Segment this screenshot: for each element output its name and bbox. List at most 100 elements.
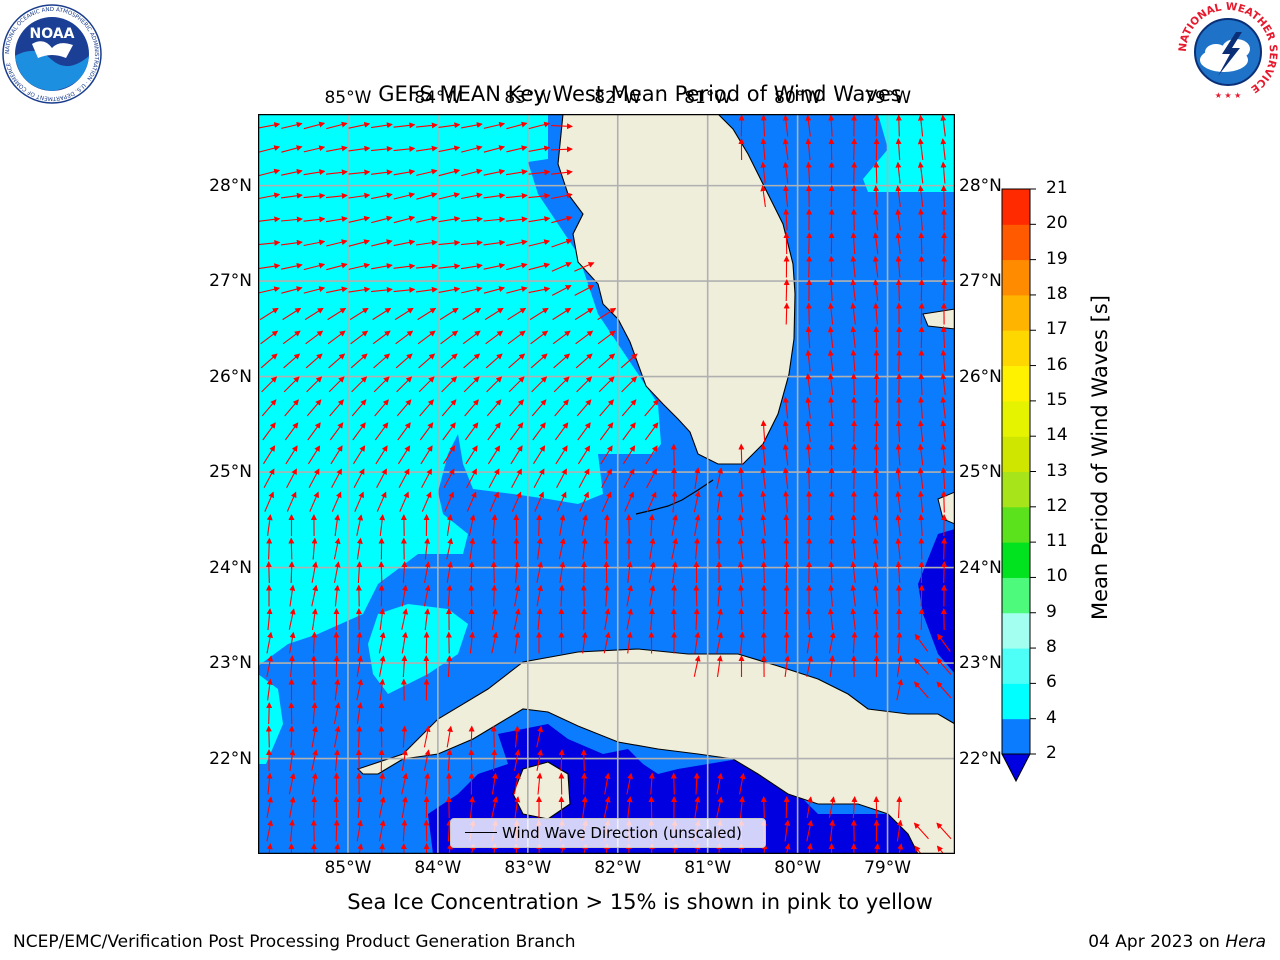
wave-direction-arrow	[462, 330, 481, 345]
wave-direction-arrow	[378, 655, 386, 677]
wave-direction-arrow	[896, 678, 904, 701]
wave-direction-arrow	[423, 584, 431, 607]
wave-direction-arrow	[828, 396, 835, 419]
wave-direction-arrow	[416, 122, 438, 129]
wave-direction-arrow	[443, 468, 455, 489]
wave-direction-arrow	[576, 376, 593, 393]
wave-direction-arrow	[604, 772, 611, 795]
wave-direction-arrow	[468, 561, 475, 584]
wave-direction-arrow	[466, 468, 477, 489]
colorbar-tick-label: 6	[1046, 672, 1057, 693]
colorbar-tick-label: 9	[1046, 601, 1057, 622]
wave-direction-arrow	[483, 239, 506, 246]
wave-direction-arrow	[873, 161, 880, 184]
wave-direction-arrow	[783, 631, 790, 654]
colorbar-segment	[1002, 259, 1030, 296]
wave-direction-arrow	[326, 121, 348, 130]
wave-direction-arrow	[490, 725, 497, 748]
wave-direction-arrow	[761, 843, 768, 854]
lon-tick-bottom: 84°W	[414, 858, 462, 878]
map-panel	[258, 114, 955, 854]
wave-direction-arrow	[850, 279, 857, 301]
colorbar-segment	[1002, 683, 1030, 720]
wave-direction-arrow	[918, 232, 925, 255]
wave-direction-arrow	[806, 537, 813, 560]
wave-direction-arrow	[693, 655, 701, 677]
noaa-logo-icon: NATIONAL OCEANIC AND ATMOSPHERIC ADMINIS…	[2, 4, 102, 104]
wave-direction-arrow	[306, 399, 322, 417]
wave-direction-arrow	[671, 537, 679, 560]
wave-direction-arrow	[536, 749, 543, 771]
map-legend: Wind Wave Direction (unscaled)	[450, 818, 766, 848]
wave-direction-arrow	[514, 796, 521, 818]
wave-direction-arrow	[506, 262, 528, 271]
wave-direction-arrow	[416, 145, 438, 152]
wave-direction-arrow	[266, 819, 274, 842]
period-4-6-region-south	[368, 604, 468, 694]
colorbar-segment	[1002, 400, 1030, 437]
wave-direction-arrow	[442, 445, 456, 465]
wave-direction-arrow	[311, 631, 318, 654]
wave-direction-arrow	[357, 843, 364, 854]
wave-direction-arrow	[936, 822, 952, 840]
wave-direction-arrow	[694, 631, 701, 654]
wave-direction-arrow	[805, 326, 812, 349]
wave-direction-arrow	[461, 239, 483, 246]
wave-direction-arrow	[531, 376, 548, 393]
wave-direction-arrow	[575, 353, 593, 369]
wave-direction-arrow	[783, 302, 790, 325]
wave-direction-arrow	[896, 819, 903, 842]
wave-direction-arrow	[805, 161, 812, 184]
wave-direction-arrow	[266, 631, 273, 654]
wave-direction-arrow	[536, 537, 543, 560]
lon-tick-bottom: 82°W	[594, 858, 642, 878]
wave-direction-arrow	[851, 443, 858, 466]
wave-direction-arrow	[305, 330, 324, 345]
wave-direction-arrow	[896, 655, 903, 677]
wave-direction-arrow	[872, 208, 879, 231]
wave-direction-arrow	[326, 216, 348, 223]
wave-direction-arrow	[311, 537, 318, 560]
wave-direction-arrow	[806, 631, 813, 654]
wave-direction-arrow	[782, 443, 789, 466]
colorbar-title: Mean Period of Wind Waves [s]	[1088, 295, 1112, 620]
wave-direction-arrow	[416, 286, 438, 293]
wave-direction-arrow	[873, 326, 880, 349]
wave-direction-arrow	[551, 238, 573, 248]
wave-direction-arrow	[416, 263, 438, 270]
lat-tick-left: 27°N	[209, 271, 252, 292]
wave-direction-arrow	[401, 772, 409, 795]
wave-direction-arrow	[578, 468, 590, 489]
wave-direction-arrow	[648, 561, 656, 583]
wave-direction-arrow	[310, 655, 317, 678]
wave-direction-arrow	[421, 468, 432, 489]
wave-direction-arrow	[604, 608, 611, 630]
colorbar-segment	[1002, 189, 1030, 225]
wave-direction-arrow	[510, 445, 523, 465]
title-line-1: GEFS MEAN Key West Mean Period of Wind W…	[378, 82, 902, 106]
wave-direction-arrow	[311, 796, 318, 819]
wave-direction-arrow	[874, 843, 881, 854]
wave-direction-arrow	[621, 376, 638, 393]
wave-direction-arrow	[917, 161, 924, 184]
wave-direction-arrow	[334, 749, 341, 771]
wave-direction-arrow	[828, 185, 835, 208]
wave-direction-arrow	[783, 796, 790, 819]
wave-direction-arrow	[311, 561, 318, 583]
wave-direction-arrow	[378, 561, 385, 584]
wave-direction-arrow	[506, 286, 528, 294]
wave-direction-arrow	[401, 725, 408, 748]
footer-run-info: 04 Apr 2023 on Hera	[1088, 932, 1266, 952]
wave-direction-arrow	[850, 349, 857, 372]
lon-tick-bottom: 85°W	[324, 858, 372, 878]
wave-direction-arrow	[331, 468, 342, 489]
wave-direction-arrow	[603, 631, 611, 654]
wave-direction-arrow	[621, 399, 637, 417]
wave-direction-arrow	[601, 491, 612, 512]
colorbar-segment	[1002, 718, 1030, 755]
wave-direction-arrow	[489, 491, 499, 512]
wave-direction-arrow	[378, 725, 385, 748]
wave-direction-arrow	[351, 399, 367, 417]
wave-direction-arrow	[829, 819, 836, 842]
wave-direction-arrow	[307, 422, 321, 441]
